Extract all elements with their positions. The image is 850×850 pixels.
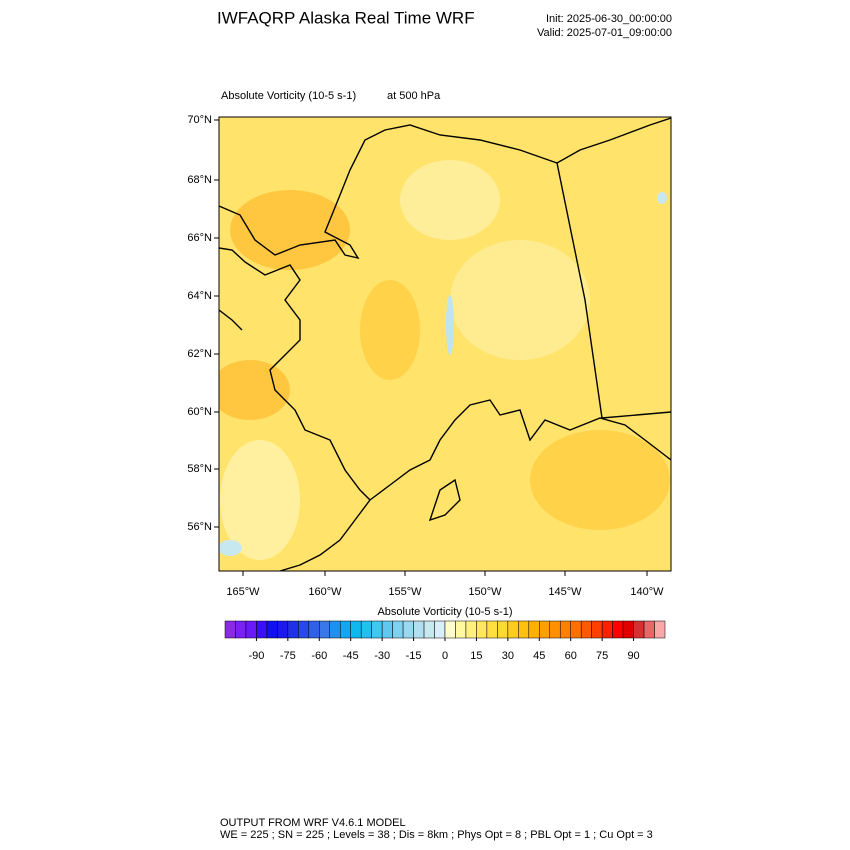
colorbar-tick-label: 15 bbox=[470, 650, 482, 662]
colorbar-box bbox=[392, 620, 404, 639]
colorbar-box bbox=[643, 620, 655, 639]
colorbar-box bbox=[434, 620, 446, 639]
footer-line: OUTPUT FROM WRF V4.6.1 MODEL bbox=[220, 817, 406, 829]
colorbar-box bbox=[476, 620, 488, 639]
lon-label: 160°W bbox=[308, 586, 342, 598]
colorbar-box bbox=[381, 620, 393, 639]
lat-label: 58°N bbox=[187, 463, 212, 475]
lat-label: 62°N bbox=[187, 348, 212, 360]
colorbar-tick-label: -90 bbox=[248, 650, 264, 662]
colorbar-box bbox=[256, 620, 268, 639]
colorbar-box bbox=[591, 620, 603, 639]
colorbar-box bbox=[507, 620, 519, 639]
colorbar-box bbox=[654, 620, 666, 639]
colorbar-box bbox=[570, 620, 582, 639]
colorbar-box bbox=[539, 620, 551, 639]
lat-label: 56°N bbox=[187, 521, 212, 533]
colorbar-box bbox=[413, 620, 425, 639]
colorbar-tick-label: -30 bbox=[374, 650, 390, 662]
lon-label: 155°W bbox=[388, 586, 422, 598]
field-name: Absolute Vorticity (10-5 s-1) bbox=[221, 90, 356, 102]
lat-label: 68°N bbox=[187, 174, 212, 186]
map bbox=[218, 116, 672, 572]
colorbar-box bbox=[580, 620, 592, 639]
colorbar-tick-label: -45 bbox=[343, 650, 359, 662]
colorbar-box bbox=[360, 620, 372, 639]
colorbar-box bbox=[455, 620, 467, 639]
colorbar-box bbox=[465, 620, 477, 639]
colorbar-box bbox=[371, 620, 383, 639]
colorbar-box bbox=[245, 620, 257, 639]
colorbar-tick-label: 90 bbox=[627, 650, 639, 662]
colorbar-box bbox=[549, 620, 561, 639]
lat-label: 66°N bbox=[187, 232, 212, 244]
colorbar-box bbox=[444, 620, 456, 639]
lat-label: 60°N bbox=[187, 406, 212, 418]
colorbar-tick-label: 30 bbox=[502, 650, 514, 662]
colorbar-box bbox=[601, 620, 613, 639]
colorbar-box bbox=[402, 620, 414, 639]
colorbar-box bbox=[339, 620, 351, 639]
colorbar-tick-label: -75 bbox=[280, 650, 296, 662]
colorbar-box bbox=[528, 620, 540, 639]
footer-line: WE = 225 ; SN = 225 ; Levels = 38 ; Dis … bbox=[220, 829, 653, 841]
colorbar-box bbox=[224, 620, 236, 639]
colorbar-box bbox=[266, 620, 278, 639]
colorbar-box bbox=[319, 620, 331, 639]
colorbar-box bbox=[622, 620, 634, 639]
lon-label: 150°W bbox=[468, 586, 502, 598]
valid-time: Valid: 2025-07-01_09:00:00 bbox=[537, 27, 672, 39]
init-time: Init: 2025-06-30_00:00:00 bbox=[546, 13, 672, 25]
lon-label: 145°W bbox=[548, 586, 582, 598]
lat-label: 70°N bbox=[187, 114, 212, 126]
colorbar-box bbox=[277, 620, 289, 639]
lon-label: 140°W bbox=[630, 586, 664, 598]
colorbar-title: Absolute Vorticity (10-5 s-1) bbox=[377, 606, 512, 618]
colorbar-box bbox=[559, 620, 571, 639]
colorbar-box bbox=[423, 620, 435, 639]
colorbar-box bbox=[633, 620, 645, 639]
colorbar-box bbox=[518, 620, 530, 639]
field-pattern bbox=[219, 117, 671, 571]
colorbar-box bbox=[308, 620, 320, 639]
colorbar-tick-label: 75 bbox=[596, 650, 608, 662]
lon-label: 165°W bbox=[226, 586, 260, 598]
colorbar-box bbox=[497, 620, 509, 639]
colorbar-tick-label: -60 bbox=[311, 650, 327, 662]
colorbar-box bbox=[612, 620, 624, 639]
lat-label: 64°N bbox=[187, 290, 212, 302]
colorbar-tick-label: 0 bbox=[442, 650, 448, 662]
colorbar-box bbox=[350, 620, 362, 639]
field-level: at 500 hPa bbox=[387, 90, 441, 102]
colorbar-tick-label: -15 bbox=[406, 650, 422, 662]
title: IWFAQRP Alaska Real Time WRF bbox=[217, 8, 475, 27]
colorbar-box bbox=[329, 620, 341, 639]
colorbar-box bbox=[287, 620, 299, 639]
colorbar-box bbox=[298, 620, 310, 639]
colorbar-tick-label: 60 bbox=[565, 650, 577, 662]
colorbar-tick-label: 45 bbox=[533, 650, 545, 662]
colorbar-box bbox=[235, 620, 247, 639]
map-frame bbox=[218, 116, 672, 572]
colorbar-box bbox=[486, 620, 498, 639]
